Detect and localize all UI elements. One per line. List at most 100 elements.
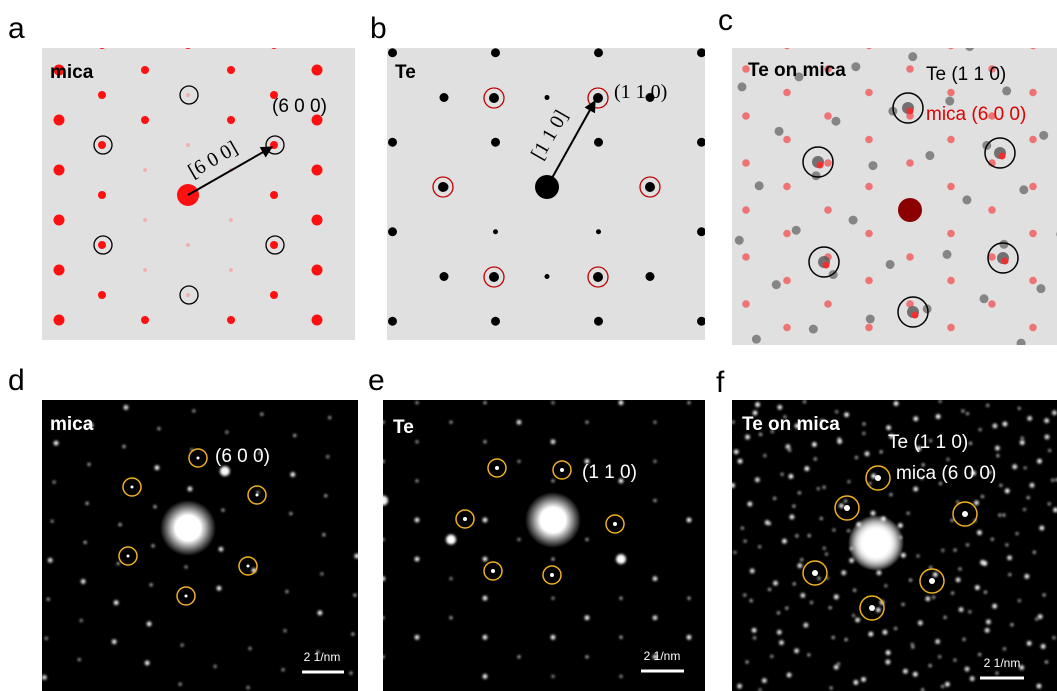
spot [966,412,969,415]
spot [783,277,791,285]
spot [911,643,914,646]
spot [543,4,552,13]
spot [181,644,184,647]
spot [906,18,914,26]
spot [824,18,832,26]
spot-label: Te (1 1 0) [888,432,968,453]
spot [131,486,134,489]
spot [839,503,844,508]
spot [865,183,873,191]
spot [154,505,157,508]
spot [800,593,805,598]
spot [1024,574,1029,579]
spot [985,628,990,633]
spot [938,655,941,658]
spot [818,577,821,580]
spot [214,665,217,668]
spot [869,482,872,485]
panel-letter: f [716,366,725,399]
spot [12,191,20,199]
spot [654,421,657,424]
spot [732,421,735,424]
spot [185,566,188,569]
spot [742,347,750,355]
spot [886,660,891,665]
spot [782,539,787,544]
spot [688,597,691,600]
spot [54,215,65,226]
spot [1052,410,1057,415]
spot [787,673,792,678]
spot [638,355,647,364]
spot [312,365,323,376]
spot [1008,573,1011,576]
spot [925,151,934,160]
spot [960,349,969,358]
spot [913,487,918,492]
spot [742,159,750,167]
spot [98,191,106,199]
spot [929,664,932,667]
spot [744,540,747,543]
scale-bar-label: 2 1/nm [984,656,1021,670]
spot [517,420,522,425]
spot [217,586,222,591]
spot [999,153,1006,160]
figure: a b c d e f mica [6 0 0] (6 0 0) Te [1 1… [0,0,1057,691]
spot [256,494,259,497]
spot [947,136,955,144]
spot [438,182,448,192]
spot [988,253,996,261]
spot [884,584,887,587]
spot [1045,660,1048,663]
spot [947,89,955,97]
spot [227,366,235,374]
spot [941,549,944,552]
spot [1002,514,1005,517]
spot [814,18,823,27]
spot [653,615,658,620]
spot [229,218,233,222]
spot [1033,551,1036,554]
spot [98,91,106,99]
spot [312,215,323,226]
spot [388,138,397,147]
spot [829,606,832,609]
spot [855,618,860,623]
spot [733,551,736,554]
panel-label: Te on mica [742,414,840,435]
spot [270,241,278,249]
spot [122,445,125,448]
panel-letter: c [718,4,733,37]
spot [1002,258,1009,265]
spot [54,15,65,26]
spot [440,93,449,102]
panel-letter: d [8,364,25,397]
spot [847,529,850,532]
spot [986,619,991,624]
spot [935,639,940,644]
spot [493,229,498,234]
spot [646,4,655,13]
spot [219,547,224,552]
spot [894,627,897,630]
spot [834,665,839,670]
panel-label: Te on mica [748,60,846,81]
spot [959,568,962,571]
spot [783,89,791,97]
spot [1043,594,1046,597]
spot [768,522,771,525]
spot [741,527,744,530]
spot [865,230,873,238]
spot [1002,86,1011,95]
spot [800,558,803,561]
spot [925,596,930,601]
spot [221,509,224,512]
spot [491,48,500,57]
spot [697,227,706,236]
spot-label: Te (1 1 0) [926,64,1006,85]
spot [1005,489,1010,494]
spot [752,628,757,633]
spot [378,495,388,505]
spot [824,112,832,120]
